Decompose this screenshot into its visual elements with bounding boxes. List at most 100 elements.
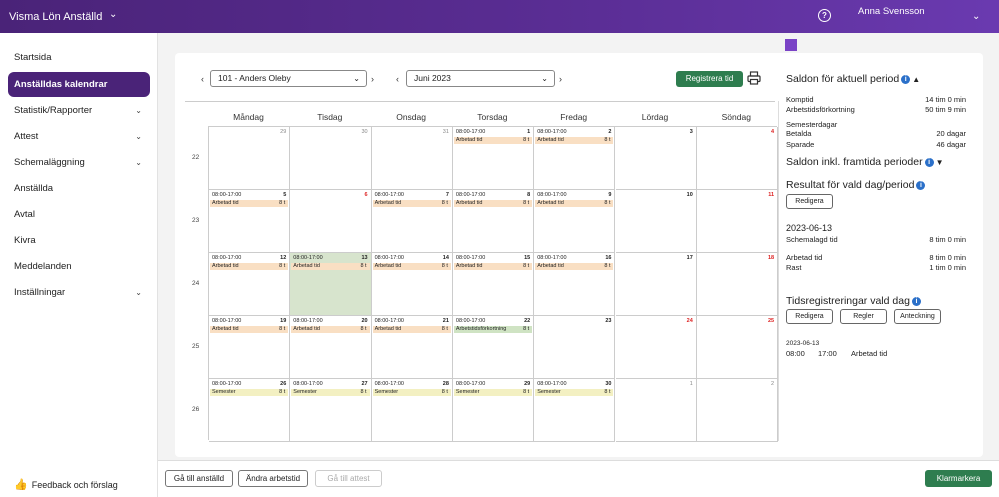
goto-employee-button[interactable]: Gå till anställd — [165, 470, 233, 487]
caret-up-icon[interactable]: ▲ — [912, 74, 921, 84]
calendar-day-cell[interactable]: 26 08:00-17:00 Semester 8 t — [209, 379, 291, 442]
info-icon[interactable]: i — [916, 180, 926, 190]
change-worktime-button[interactable]: Ändra arbetstid — [238, 470, 308, 487]
time-entry-label: Arbetad tid — [212, 263, 239, 269]
time-entry-bar[interactable]: Arbetad tid 8 t — [210, 263, 289, 270]
sidebar-item[interactable]: Statistik/Rapporter ⌄ — [8, 98, 150, 123]
info-icon[interactable]: i — [911, 296, 921, 306]
next-month-arrow-icon[interactable]: › — [559, 74, 562, 84]
calendar-day-cell[interactable]: 2 08:00-17:00 Arbetad tid 8 t — [534, 127, 616, 190]
time-entry-bar[interactable]: Arbetad tid 8 t — [453, 137, 533, 144]
calendar-day-cell[interactable]: 10 — [615, 190, 697, 253]
sidebar-item[interactable]: Inställningar ⌄ — [8, 280, 150, 305]
calendar-day-cell[interactable]: 14 08:00-17:00 Arbetad tid 8 t — [371, 253, 453, 316]
time-entry-bar[interactable]: Arbetad tid 8 t — [453, 263, 533, 270]
calendar-day-cell[interactable]: 19 08:00-17:00 Arbetad tid 8 t — [209, 316, 291, 379]
time-entry-bar[interactable]: Arbetad tid 8 t — [535, 200, 614, 207]
calendar-day-cell[interactable]: 27 08:00-17:00 Semester 8 t — [290, 379, 372, 442]
calendar-day-cell[interactable]: 25 — [696, 316, 779, 379]
app-title[interactable]: Visma Lön Anställd — [9, 11, 103, 23]
print-icon[interactable] — [747, 71, 761, 85]
time-entry-bar[interactable]: Arbetad tid 8 t — [291, 263, 370, 270]
chevron-down-icon[interactable]: ⌄ — [109, 9, 118, 20]
help-icon[interactable]: ? — [818, 9, 831, 22]
time-entry-bar[interactable]: Arbetad tid 8 t — [210, 326, 289, 333]
calendar-day-cell[interactable]: 8 08:00-17:00 Arbetad tid 8 t — [452, 190, 535, 253]
register-time-button[interactable]: Registrera tid — [676, 71, 743, 87]
prev-month-arrow-icon[interactable]: ‹ — [396, 74, 399, 84]
employee-select[interactable]: 101 - Anders Oleby ⌄ — [210, 70, 367, 87]
calendar-day-cell[interactable]: 3 — [615, 127, 697, 190]
sidebar-item[interactable]: Attest ⌄ — [8, 124, 150, 149]
calendar-day-cell[interactable]: 21 08:00-17:00 Arbetad tid 8 t — [371, 316, 453, 379]
month-select[interactable]: Juni 2023 ⌄ — [406, 70, 555, 87]
anteckning-button[interactable]: Anteckning — [894, 309, 941, 324]
calendar-day-cell[interactable]: 16 08:00-17:00 Arbetad tid 8 t — [534, 253, 616, 316]
sidebar-item[interactable]: Kivra — [8, 228, 150, 253]
regler-button[interactable]: Regler — [840, 309, 887, 324]
calendar-day-cell[interactable]: 23 — [534, 316, 616, 379]
sidebar-item[interactable]: Startsida — [8, 45, 150, 70]
time-entry-bar[interactable]: Arbetstidsförkortning 8 t — [453, 326, 533, 333]
calendar-day-cell[interactable]: 9 08:00-17:00 Arbetad tid 8 t — [534, 190, 616, 253]
scheduled-time: 08:00-17:00 — [537, 255, 567, 261]
user-name[interactable]: Anna Svensson — [858, 6, 925, 17]
time-entry-hours: 8 t — [360, 389, 367, 395]
calendar-day-cell[interactable]: 18 — [696, 253, 779, 316]
time-entry-hours: 8 t — [279, 200, 286, 206]
time-entry-bar[interactable]: Semester 8 t — [210, 389, 289, 396]
calendar-day-cell[interactable]: 12 08:00-17:00 Arbetad tid 8 t — [209, 253, 291, 316]
calendar-day-cell[interactable]: 1 08:00-17:00 Arbetad tid 8 t — [452, 127, 535, 190]
calendar-day-cell[interactable]: 30 — [290, 127, 372, 190]
time-entry-bar[interactable]: Arbetad tid 8 t — [372, 326, 451, 333]
info-icon[interactable]: i — [901, 74, 911, 84]
calendar-day-cell[interactable]: 22 08:00-17:00 Arbetstidsförkortning 8 t — [452, 316, 535, 379]
time-entry-bar[interactable]: Arbetad tid 8 t — [210, 200, 289, 207]
calendar-day-cell[interactable]: 4 — [696, 127, 779, 190]
time-entry-bar[interactable]: Arbetad tid 8 t — [453, 200, 533, 207]
calendar-day-cell[interactable]: 13 08:00-17:00 Arbetad tid 8 t — [290, 253, 372, 316]
klarmarkera-button[interactable]: Klarmarkera — [925, 470, 992, 487]
redigera-result-button[interactable]: Redigera — [786, 194, 833, 209]
calendar-day-cell[interactable]: 24 — [615, 316, 697, 379]
calendar-day-cell[interactable]: 29 08:00-17:00 Semester 8 t — [452, 379, 535, 442]
feedback-link[interactable]: 👍 Feedback och förslag — [14, 478, 118, 491]
calendar-day-cell[interactable]: 20 08:00-17:00 Arbetad tid 8 t — [290, 316, 372, 379]
calendar-day-cell[interactable]: 2 — [696, 379, 779, 442]
prev-employee-arrow-icon[interactable]: ‹ — [201, 74, 204, 84]
time-entry-bar[interactable]: Semester 8 t — [453, 389, 533, 396]
calendar-day-cell[interactable]: 30 08:00-17:00 Semester 8 t — [534, 379, 616, 442]
calendar-day-cell[interactable]: 11 — [696, 190, 779, 253]
sidebar-item[interactable]: Schemaläggning ⌄ — [8, 150, 150, 175]
calendar-day-cell[interactable]: 15 08:00-17:00 Arbetad tid 8 t — [452, 253, 535, 316]
info-icon[interactable]: i — [924, 157, 934, 167]
time-entry-bar[interactable]: Arbetad tid 8 t — [291, 326, 370, 333]
calendar-day-cell[interactable]: 17 — [615, 253, 697, 316]
calendar-day-cell[interactable]: 1 — [615, 379, 697, 442]
sidebar-item[interactable]: Anställda — [8, 176, 150, 201]
saldon-header[interactable]: Saldon för aktuell period i ▲ — [786, 73, 920, 85]
calendar-day-cell[interactable]: 28 08:00-17:00 Semester 8 t — [371, 379, 453, 442]
time-entry-bar[interactable]: Arbetad tid 8 t — [535, 263, 614, 270]
calendar-day-cell[interactable]: 5 08:00-17:00 Arbetad tid 8 t — [209, 190, 291, 253]
sidebar-item[interactable]: Anställdas kalendrar — [8, 72, 150, 97]
calendar-day-cell[interactable]: 7 08:00-17:00 Arbetad tid 8 t — [371, 190, 453, 253]
time-entry-bar[interactable]: Semester 8 t — [291, 389, 370, 396]
next-employee-arrow-icon[interactable]: › — [371, 74, 374, 84]
calendar-day-cell[interactable]: 31 — [371, 127, 453, 190]
scheduled-time: 08:00-17:00 — [374, 381, 404, 387]
chevron-down-icon[interactable]: ⌄ — [972, 11, 981, 22]
time-entry-bar[interactable]: Semester 8 t — [372, 389, 451, 396]
calendar-day-cell[interactable]: 6 — [290, 190, 372, 253]
sidebar-item[interactable]: Avtal — [8, 202, 150, 227]
redigera-reg-button[interactable]: Redigera — [786, 309, 833, 324]
sidebar-item[interactable]: Meddelanden — [8, 254, 150, 279]
time-entry-bar[interactable]: Arbetad tid 8 t — [535, 137, 614, 144]
calendar-day-cell[interactable]: 29 — [209, 127, 291, 190]
framtida-header[interactable]: Saldon inkl. framtida perioder i ▼ — [786, 156, 944, 168]
time-entry-bar[interactable]: Arbetad tid 8 t — [372, 263, 451, 270]
time-entry-bar[interactable]: Semester 8 t — [535, 389, 614, 396]
scheduled-time: 08:00-17:00 — [293, 255, 323, 261]
time-entry-bar[interactable]: Arbetad tid 8 t — [372, 200, 451, 207]
caret-down-icon[interactable]: ▼ — [935, 157, 944, 167]
